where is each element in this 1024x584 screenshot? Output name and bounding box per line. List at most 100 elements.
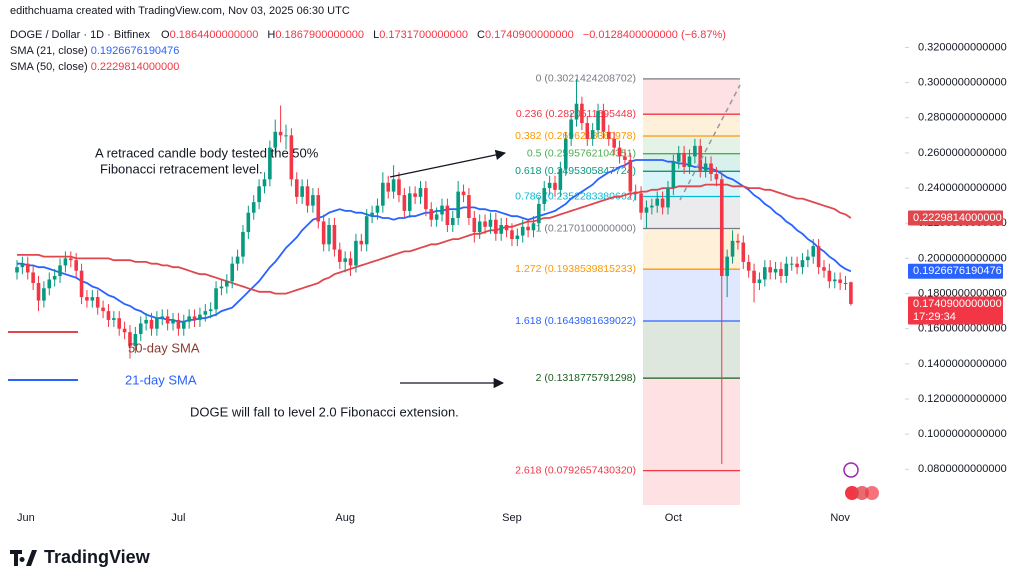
candle-body [257,186,261,203]
candle-body [305,186,310,206]
legend-entry: SMA (21, close) [10,45,88,57]
candle-body [477,221,482,233]
price-tag: 0.1926676190476 [913,265,1002,277]
candle-body [714,174,719,180]
candle-body [20,263,25,268]
candle-body [580,103,584,124]
candle-body [504,224,509,231]
candle-body [155,318,159,329]
legend-value: 0.1867900000000 [275,29,365,41]
candle-body [359,240,364,245]
candle-body [225,281,229,287]
candle-body [601,110,606,132]
symbol: DOGE / Dollar · 1D · Bitfinex [10,29,150,41]
candle-body [698,145,703,171]
candle-body [192,316,197,320]
arrow [389,149,507,178]
price-tag: 0.2229814000000 [913,212,1002,224]
candle-body [660,198,665,208]
candle-body [553,182,557,190]
fib-band [643,378,740,471]
candle-body [375,205,380,213]
candle-body [214,288,218,310]
candle-body [811,246,816,257]
candle-body [515,235,520,240]
y-tick-label: 0.1200000000000 [918,393,1007,405]
candle-body [542,188,547,204]
ohlc-legend: DOGE / Dollar · 1D · Bitfinex O0.1864400… [10,29,726,41]
legend-entry: SMA (50, close) [10,61,88,73]
legend-key: L [373,29,380,41]
fib-band [643,153,740,172]
candle-body [494,219,498,234]
candle-body [563,138,568,169]
candle-body [198,314,202,320]
candle-body [128,332,132,347]
legend-value: 0.1864400000000 [169,29,259,41]
y-tick-label: 0.2600000000000 [918,147,1007,159]
annotation: 21-day SMA [125,372,197,387]
candle-body [149,319,154,329]
y-tick-label: 0.3000000000000 [918,77,1007,89]
candle-body [407,193,412,211]
candle-body [117,318,122,329]
annotation: A retraced candle body tested the 50% [95,145,319,160]
candle-body [633,191,638,194]
fib-band [643,136,740,154]
candle-body [160,316,165,319]
candle-body [520,226,525,236]
candle-body [596,110,600,131]
candle-body [289,135,294,180]
candle-body [650,205,654,208]
y-tick-label: 0.2000000000000 [918,252,1007,264]
candle-body [348,258,353,266]
candle-body [101,307,105,312]
candle-body [666,188,670,208]
candle-body [736,240,740,243]
x-tick-label: Nov [830,512,850,524]
candle-body [90,297,95,301]
candle-body [52,275,57,280]
candle-body [15,267,19,273]
candle-body [467,195,471,218]
fib-label: 2.618 (0.0792657430320) [515,464,636,476]
logo: TradingView [10,547,151,567]
y-tick-label: 0.1600000000000 [918,323,1007,335]
sma-legend: SMA (21, close) 0.1926676190476 [10,45,179,57]
fib-band [643,269,740,321]
candle-body [176,319,181,329]
legend-key: H [267,29,276,41]
candle-body [74,260,78,271]
candle-body [235,256,240,264]
y-tick-label: 0.2400000000000 [918,182,1007,194]
candle-body [822,267,826,271]
candle-body [343,258,347,262]
candle-body [682,152,686,167]
fib-label: 1.272 (0.1938539815233) [515,263,636,275]
candle-body [703,163,708,171]
candle-body [321,221,326,245]
candle-body [25,263,30,273]
candle-body [327,224,331,245]
candle-body [42,288,46,301]
candle-body [741,242,746,262]
candle-body [171,319,175,324]
candle-body [569,119,573,139]
brand: TradingView [44,547,151,567]
candle-body [429,209,434,220]
candle-body [510,230,514,240]
candle-body [47,279,52,289]
candle-body [746,261,751,271]
candle-body [181,321,186,329]
annotation: 50-day SMA [128,340,200,355]
y-tick-label: 0.0800000000000 [918,463,1007,475]
candle-body [63,258,68,266]
change: −0.0128400000000 (−6.87%) [582,29,726,41]
candle-body [483,221,487,227]
x-tick-label: Oct [665,512,682,524]
candle-body [122,328,127,333]
candle-body [472,217,477,233]
candle-body [36,283,41,301]
